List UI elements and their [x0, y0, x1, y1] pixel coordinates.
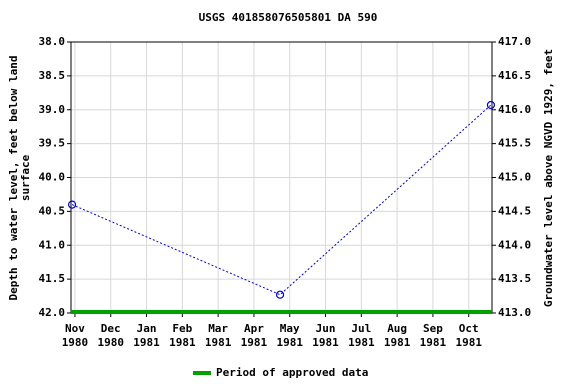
x-tick-label: Oct 1981 — [455, 322, 482, 349]
x-tick-label: Apr 1981 — [241, 322, 268, 349]
legend-label: Period of approved data — [216, 366, 368, 379]
y-tick-label: 41.0 — [39, 238, 66, 251]
y2-tick-label: 413.5 — [498, 272, 531, 285]
x-tick-label-line: 1981 — [241, 336, 268, 349]
x-tick-label-line: 1980 — [97, 336, 124, 349]
y-tick-label: 40.0 — [39, 171, 66, 184]
x-tick-label-line: Apr — [244, 322, 264, 335]
x-tick-label: Jul 1981 — [348, 322, 375, 349]
y2-tick-label: 415.5 — [498, 137, 531, 150]
x-tick-label-line: 1981 — [420, 336, 447, 349]
x-tick-label-line: Jan — [137, 322, 157, 335]
y2-axis-label: Groundwater level above NGVD 1929, feet — [542, 49, 555, 307]
data-line — [71, 104, 492, 296]
x-tick-label-line: Sep — [423, 322, 443, 335]
x-tick-label: Sep 1981 — [420, 322, 447, 349]
x-tick-label-line: 1981 — [384, 336, 411, 349]
x-tick-label-line: 1981 — [312, 336, 339, 349]
x-tick-label-line: 1981 — [205, 336, 232, 349]
y2-tick-label: 414.0 — [498, 238, 531, 251]
x-tick-label: May 1981 — [276, 322, 303, 349]
x-tick-label: Aug 1981 — [384, 322, 411, 349]
y-tick-label: 39.5 — [39, 137, 66, 150]
y2-tick-label: 416.5 — [498, 69, 531, 82]
x-tick-label: Jun 1981 — [312, 322, 339, 349]
x-tick-label-line: Nov — [65, 322, 85, 335]
x-tick-label-line: May — [280, 322, 300, 335]
x-tick-label-line: 1981 — [455, 336, 482, 349]
y2-tick-label: 414.5 — [498, 204, 531, 217]
y2-tick-label: 417.0 — [498, 35, 531, 48]
x-tick-label-line: 1980 — [62, 336, 89, 349]
chart-title: USGS 401858076505801 DA 590 — [199, 11, 378, 24]
data-point — [486, 100, 496, 110]
x-tick-label-line: 1981 — [169, 336, 196, 349]
y2-tick-label: 415.0 — [498, 171, 531, 184]
data-point — [275, 290, 285, 299]
x-tick-label-line: Dec — [101, 322, 121, 335]
y2-tick-label: 416.0 — [498, 103, 531, 116]
y-tick-label: 40.5 — [39, 204, 66, 217]
y-axis-label: surface — [19, 154, 32, 201]
x-tick-label-line: 1981 — [276, 336, 303, 349]
x-tick-label: Feb 1981 — [169, 322, 196, 349]
approved-period-bar — [71, 310, 492, 314]
x-tick-label-line: Mar — [208, 322, 228, 335]
y-tick-label: 38.0 — [39, 35, 66, 48]
y-tick-label: 42.0 — [39, 306, 66, 319]
x-tick-label: Nov 1980 — [62, 322, 89, 349]
x-tick-label-line: Jun — [316, 322, 336, 335]
x-tick-label-line: Jul — [351, 322, 371, 335]
x-tick-label: Dec 1980 — [97, 322, 124, 349]
x-tick-label-line: Feb — [172, 322, 192, 335]
x-tick-label: Jan 1981 — [133, 322, 160, 349]
x-tick-label-line: 1981 — [133, 336, 160, 349]
data-point — [67, 200, 77, 209]
x-tick-label: Mar 1981 — [205, 322, 232, 349]
y-tick-label: 39.0 — [39, 103, 66, 116]
x-tick-label-line: Aug — [387, 322, 407, 335]
x-tick-label-line: Oct — [459, 322, 479, 335]
y-axis-label: Depth to water level, feet below land — [7, 55, 20, 300]
y-tick-label: 41.5 — [39, 272, 66, 285]
x-tick-label-line: 1981 — [348, 336, 375, 349]
y2-tick-label: 413.0 — [498, 306, 531, 319]
y-tick-label: 38.5 — [39, 69, 66, 82]
